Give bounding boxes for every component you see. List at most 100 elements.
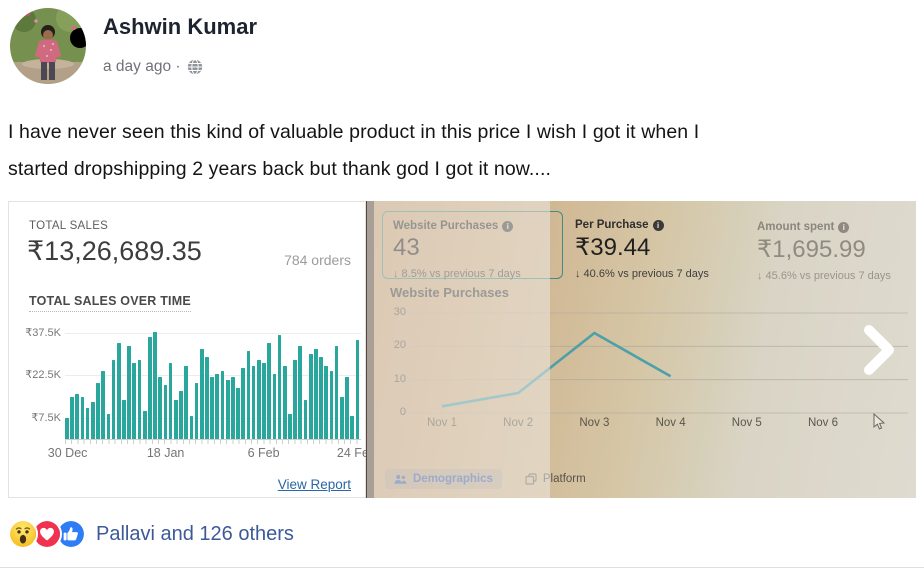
bar	[111, 359, 116, 439]
bar	[324, 365, 329, 439]
bar	[350, 416, 354, 439]
tab-label: Platform	[542, 473, 586, 485]
post-body-text: I have never seen this kind of valuable …	[8, 121, 700, 180]
x-axis-tick: Nov 5	[731, 417, 762, 429]
cursor-icon	[873, 413, 886, 430]
x-axis-tick: Nov 6	[807, 417, 839, 429]
metric-delta: ↓ 40.6% vs previous 7 days	[575, 268, 709, 280]
bar	[334, 345, 339, 439]
bar	[205, 357, 209, 439]
bar	[179, 391, 183, 439]
bar	[189, 416, 194, 439]
bar	[153, 331, 157, 439]
bar	[127, 345, 131, 439]
bar	[90, 402, 95, 439]
total-sales-label: TOTAL SALES	[29, 220, 109, 232]
post-divider	[0, 567, 924, 568]
info-icon: i	[652, 219, 664, 231]
x-axis-tick: 6 Feb	[247, 446, 280, 460]
bar	[70, 396, 74, 439]
bar	[210, 376, 214, 439]
bar	[168, 362, 173, 439]
bar	[303, 399, 308, 439]
wow-reaction-icon[interactable]	[8, 519, 38, 549]
tab-demographics[interactable]: Demographics	[385, 469, 502, 489]
avatar[interactable]	[10, 8, 86, 84]
bar	[80, 396, 85, 439]
tab-label: Demographics	[413, 473, 493, 485]
bar	[236, 388, 240, 439]
metric-value: ₹39.44	[575, 234, 651, 261]
metric-card-amount-spent[interactable]: Amount spent i ₹1,695.99 ↓ 45.6% vs previ…	[757, 221, 891, 282]
bar	[163, 385, 168, 439]
bar	[194, 382, 199, 439]
sales-dashboard-panel: TOTAL SALES ₹13,26,689.35 784 orders TOT…	[8, 201, 376, 498]
x-axis-tick: 18 Jan	[146, 446, 185, 460]
tab-platform[interactable]: Platform	[516, 469, 595, 489]
bar	[122, 399, 126, 439]
bar	[116, 343, 121, 439]
bar	[101, 371, 105, 439]
demographics-icon	[394, 474, 407, 484]
gridline	[65, 375, 361, 377]
globe-icon	[187, 59, 202, 75]
bar	[339, 396, 344, 439]
bar	[142, 410, 147, 439]
metric-label: Amount spent	[757, 221, 835, 233]
author-name[interactable]: Ashwin Kumar	[103, 14, 258, 39]
bar	[262, 362, 266, 439]
reactions-bar: Pallavi and 126 others	[8, 519, 294, 549]
bar	[308, 354, 313, 439]
bar	[241, 368, 246, 439]
bar	[288, 413, 292, 439]
platform-icon	[525, 473, 537, 485]
bar	[132, 362, 137, 439]
carousel-next-button[interactable]	[858, 323, 900, 379]
bar	[246, 351, 251, 439]
info-icon: i	[838, 221, 850, 233]
timestamp: a day ago ·	[103, 58, 181, 75]
bar	[65, 417, 69, 439]
bar	[329, 371, 334, 439]
avatar-photo	[10, 8, 86, 84]
y-axis-tick: ₹22.5K	[25, 369, 61, 382]
y-axis-tick: ₹37.5K	[25, 327, 61, 340]
y-axis-tick: ₹7.5K	[31, 411, 61, 424]
metric-delta: ↓ 45.6% vs previous 7 days	[757, 270, 891, 282]
x-axis-tick: Nov 4	[655, 417, 686, 429]
love-reaction-icon[interactable]	[32, 519, 62, 549]
bar	[293, 359, 297, 439]
bar	[298, 345, 303, 439]
bar	[106, 413, 111, 439]
sales-chart-title: TOTAL SALES OVER TIME	[29, 294, 191, 312]
reaction-summary-link[interactable]: Pallavi and 126 others	[96, 522, 294, 545]
bar	[85, 407, 90, 439]
bar	[96, 382, 100, 439]
x-axis	[65, 439, 361, 444]
media-carousel: TOTAL SALES ₹13,26,689.35 784 orders TOT…	[8, 201, 916, 498]
x-axis-tick: 30 Dec	[47, 446, 88, 460]
x-axis-tick: Nov 3	[579, 417, 610, 429]
metric-card-per-purchase[interactable]: Per Purchase i ₹39.44 ↓ 40.6% vs previous…	[575, 219, 709, 280]
line-plot	[408, 312, 908, 414]
total-sales-value: ₹13,26,689.35	[27, 236, 202, 266]
ads-dashboard-panel: Website Purchases i 43 ↓ 8.5% vs previous…	[366, 201, 916, 498]
bar	[282, 365, 287, 439]
post-meta: a day ago ·	[103, 58, 203, 76]
bar	[355, 340, 360, 439]
bar	[231, 376, 235, 439]
next-chevron-icon	[864, 324, 894, 375]
bar	[319, 357, 323, 439]
ads-tabs: Demographics Platform	[385, 469, 595, 489]
bar	[277, 334, 282, 439]
bar	[184, 365, 188, 439]
view-report-link[interactable]: View Report	[277, 477, 351, 492]
bar	[158, 376, 163, 439]
bar	[215, 374, 220, 439]
bar	[148, 337, 152, 439]
bar	[267, 343, 271, 439]
bar	[314, 348, 318, 439]
orders-count: 784 orders	[284, 252, 351, 268]
bar	[256, 359, 261, 439]
